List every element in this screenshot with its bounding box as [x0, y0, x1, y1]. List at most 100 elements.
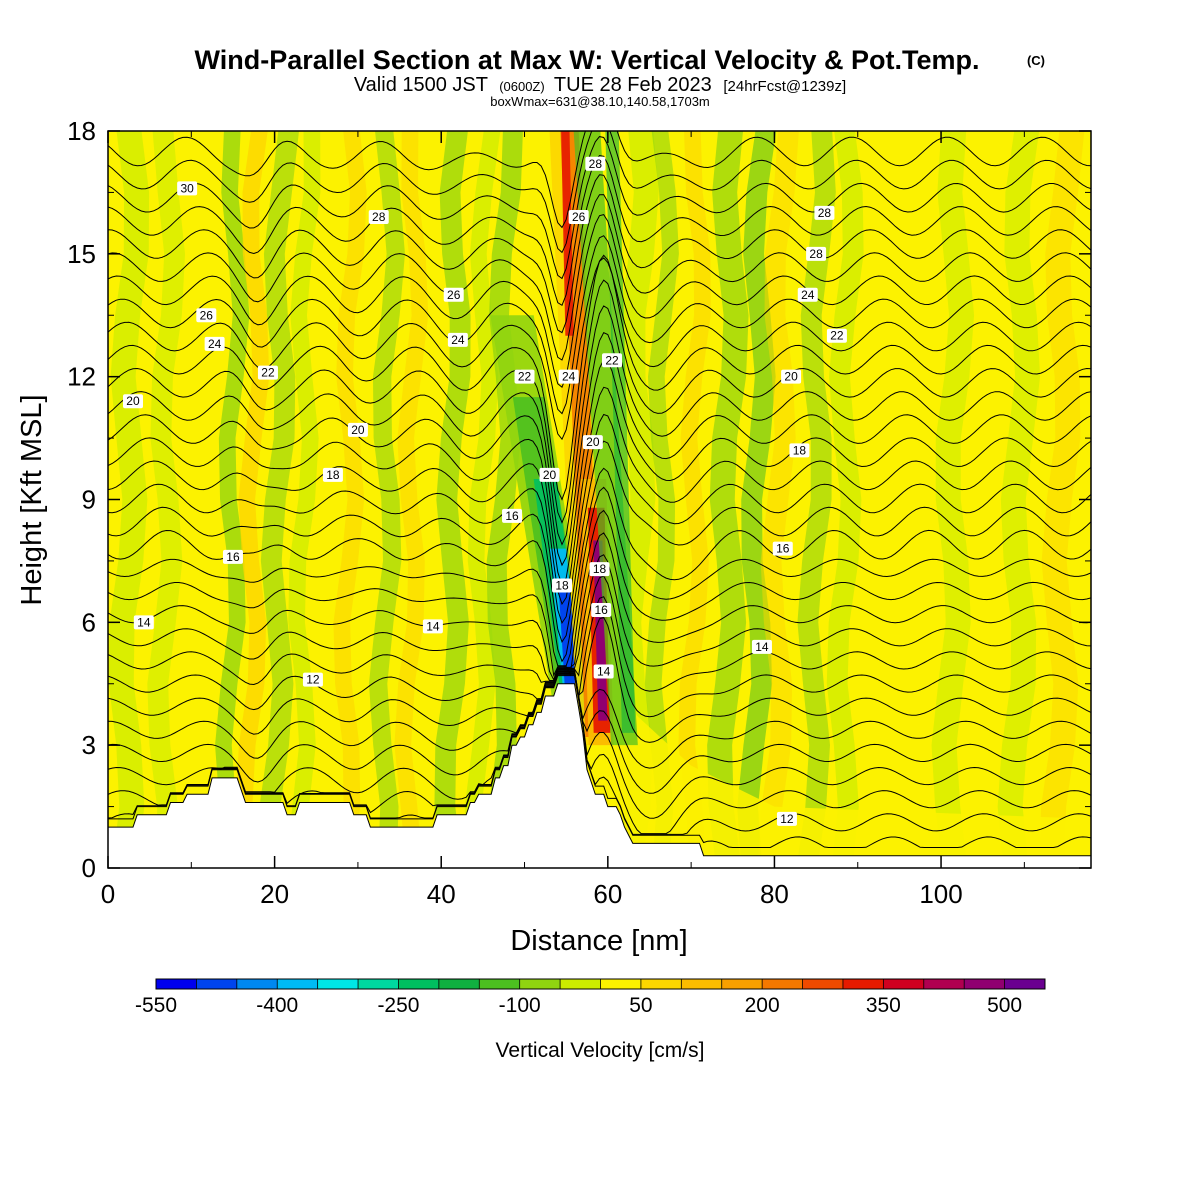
isentrope-line	[108, 532, 1091, 681]
isentrope-label: 20	[347, 422, 368, 437]
valid-zulu: (0600Z)	[499, 79, 545, 94]
colorbar-swatch	[156, 979, 197, 989]
isentrope-label: 30	[177, 181, 198, 196]
isentrope-label-text: 18	[593, 562, 607, 576]
isentrope-line	[108, 332, 1091, 567]
isentropes	[108, 131, 1091, 848]
isentrope-label: 20	[539, 467, 560, 482]
chart-title: Wind-Parallel Section at Max W: Vertical…	[195, 45, 980, 75]
velocity-streak	[368, 131, 405, 868]
isentrope-label: 22	[826, 328, 847, 343]
isentrope-label-text: 26	[200, 308, 214, 322]
isentrope-label-text: 22	[605, 353, 619, 367]
isentrope-label: 28	[814, 205, 835, 220]
valid-time-line: Valid 1500 JST (0600Z) TUE 28 Feb 2023 […	[354, 74, 846, 96]
velocity-streak	[108, 131, 150, 868]
velocity-streak	[931, 131, 975, 868]
isentrope-label: 26	[443, 287, 464, 302]
isentrope-label: 16	[591, 603, 612, 618]
velocity-streak	[757, 131, 799, 868]
isentrope-label-text: 28	[809, 247, 823, 261]
isentrope-label: 22	[257, 365, 278, 380]
velocity-streak	[678, 131, 711, 868]
isentrope-line	[108, 305, 1091, 546]
isentrope-label-text: 14	[426, 619, 440, 633]
colorbar-swatch	[560, 979, 601, 989]
colorbar-swatch	[600, 979, 642, 989]
isentrope-label-text: 24	[562, 370, 576, 384]
x-axis-title: Distance [nm]	[510, 925, 687, 957]
colorbar-swatch	[802, 979, 844, 989]
isentrope-label-text: 18	[555, 578, 569, 592]
x-tick-label: 20	[260, 879, 289, 909]
isentrope-label-text: 20	[351, 423, 365, 437]
colorbar-swatch	[236, 979, 278, 989]
velocity-streak	[796, 131, 836, 868]
isentrope-label: 18	[789, 443, 810, 458]
isentrope-line	[108, 257, 1091, 441]
isentrope-label-text: 16	[226, 550, 240, 564]
isentrope-label-text: 16	[505, 509, 519, 523]
colorbar-swatch	[883, 979, 925, 989]
colorbar-swatch	[358, 979, 399, 989]
colorbar-swatch	[1004, 979, 1046, 989]
isentrope-line	[108, 131, 1091, 229]
colorbar-swatch	[196, 979, 238, 989]
y-axis-title: Height [Kft MSL]	[16, 394, 48, 605]
isentrope-label-text: 16	[776, 542, 790, 556]
velocity-streak	[215, 131, 250, 868]
colorbar-tick-label: 350	[866, 994, 901, 1017]
isentrope-line	[108, 194, 1091, 361]
isentrope-label-text: 24	[801, 288, 815, 302]
plot-area: 30 28 26 26 24 24 22 20 20 18 16 16 14 14 12 28 26 22 24 22…	[108, 131, 1091, 868]
colorbar-swatch	[438, 979, 480, 989]
isentrope-line	[108, 154, 1091, 307]
isentrope-label: 26	[196, 308, 217, 323]
isentrope-line	[108, 279, 1091, 524]
isentrope-label: 16	[222, 549, 243, 564]
valid-date: TUE 28 Feb 2023	[554, 74, 712, 96]
colorbar-swatch	[762, 979, 804, 989]
axes: 0 20 40 60 80 100 0 3 6 9 12 15 18	[67, 116, 1091, 909]
isentrope-label-text: 28	[589, 157, 603, 171]
colorbar-swatch	[277, 979, 319, 989]
forecast-hour: [24hrFcst@1239z]	[723, 78, 846, 95]
isentrope-line	[108, 359, 1091, 587]
isentrope-label: 22	[514, 369, 535, 384]
isentrope-label: 24	[204, 336, 225, 351]
isentrope-label: 18	[589, 562, 610, 577]
isentrope-label: 22	[601, 353, 622, 368]
colorbar-title: Vertical Velocity [cm/s]	[496, 1039, 705, 1062]
isentrope-label: 26	[568, 209, 589, 224]
isentrope-label-text: 24	[451, 333, 465, 347]
isentrope-label: 24	[447, 332, 468, 347]
velocity-streak	[826, 131, 864, 868]
isentrope-line	[108, 486, 1091, 667]
colorbar-tick-label: -550	[135, 994, 177, 1017]
y-tick-label: 6	[82, 607, 96, 637]
velocity-streak	[707, 131, 749, 868]
y-tick-label: 12	[67, 362, 96, 392]
colorbar-swatch	[479, 979, 521, 989]
colorbar-swatch	[398, 979, 440, 989]
colorbar-swatch	[681, 979, 723, 989]
downstream-dark-green	[605, 131, 636, 733]
isentrope-label-text: 20	[784, 370, 798, 384]
isentrope-label-text: 28	[372, 210, 386, 224]
colorbar-tick-label: 50	[629, 994, 652, 1017]
colorbar-swatch	[317, 979, 359, 989]
isentrope-label-text: 14	[597, 664, 611, 678]
colorbar-tick-label: -400	[256, 994, 298, 1017]
isentrope-label-text: 18	[326, 468, 340, 482]
isentrope-label: 28	[368, 209, 389, 224]
isentrope-label-text: 22	[830, 329, 844, 343]
isentrope-label: 20	[781, 369, 802, 384]
colorbar-tick-label: 500	[987, 994, 1022, 1017]
isentrope-label-text: 30	[180, 181, 194, 195]
isentrope-label-text: 20	[586, 435, 600, 449]
colorbar-swatch	[640, 979, 682, 989]
isentrope-label-text: 16	[594, 603, 608, 617]
isentrope-label: 12	[776, 811, 797, 826]
updraft-upper-core	[561, 131, 574, 336]
